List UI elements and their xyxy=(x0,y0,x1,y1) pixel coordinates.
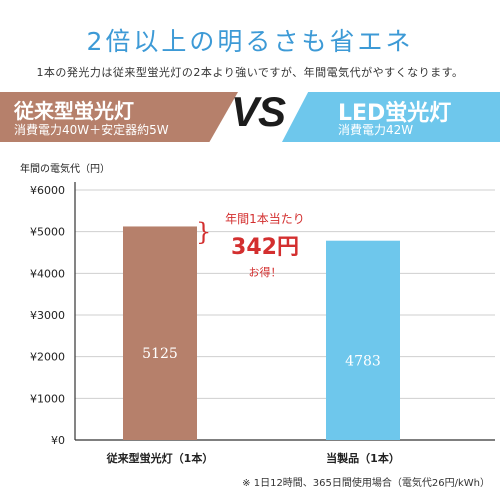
led-lamp-banner: LED蛍光灯 消費電力42W xyxy=(282,92,500,142)
subheadline: 1本の発光力は従来型蛍光灯の2本より強いですが、年間電気代がやすくなります。 xyxy=(36,66,464,79)
conventional-lamp-spec: 消費電力40W＋安定器約5W xyxy=(14,123,169,137)
conventional-lamp-name: 従来型蛍光灯 xyxy=(14,99,134,123)
bar-value-label: 5125 xyxy=(142,346,178,362)
headline: 2倍以上の明るさも省エネ xyxy=(86,27,414,56)
conventional-lamp-banner: 従来型蛍光灯 消費電力40W＋安定器約5W xyxy=(0,92,238,142)
y-tick-label: ¥3000 xyxy=(30,309,65,322)
footnote: ※ 1日12時間、365日間使用場合（電気代26円/kWh） xyxy=(242,478,490,489)
vs-label: VS xyxy=(230,88,286,135)
y-axis-title: 年間の電気代（円） xyxy=(20,164,110,175)
x-category-label: 当製品（1本） xyxy=(326,451,400,465)
x-category-label: 従来型蛍光灯（1本） xyxy=(106,451,214,465)
y-tick-label: ¥4000 xyxy=(30,267,65,280)
y-tick-label: ¥6000 xyxy=(30,184,65,197)
savings-amount: 342円 xyxy=(231,235,299,260)
savings-callout-line1: 年間1本当たり xyxy=(225,212,305,226)
y-tick-label: ¥0 xyxy=(51,434,65,447)
bar xyxy=(326,240,400,440)
led-lamp-spec: 消費電力42W xyxy=(338,123,414,137)
savings-callout-line3: お得！ xyxy=(248,266,282,279)
bar-value-label: 4783 xyxy=(345,353,381,369)
bar xyxy=(123,226,197,440)
led-lamp-name: LED蛍光灯 xyxy=(338,101,452,126)
y-tick-label: ¥2000 xyxy=(30,351,65,364)
savings-callout: 年間1本当たり 342円 お得！ xyxy=(200,210,330,280)
y-tick-label: ¥1000 xyxy=(30,392,65,405)
brace-mark: } xyxy=(196,218,212,246)
y-tick-label: ¥5000 xyxy=(30,226,65,239)
